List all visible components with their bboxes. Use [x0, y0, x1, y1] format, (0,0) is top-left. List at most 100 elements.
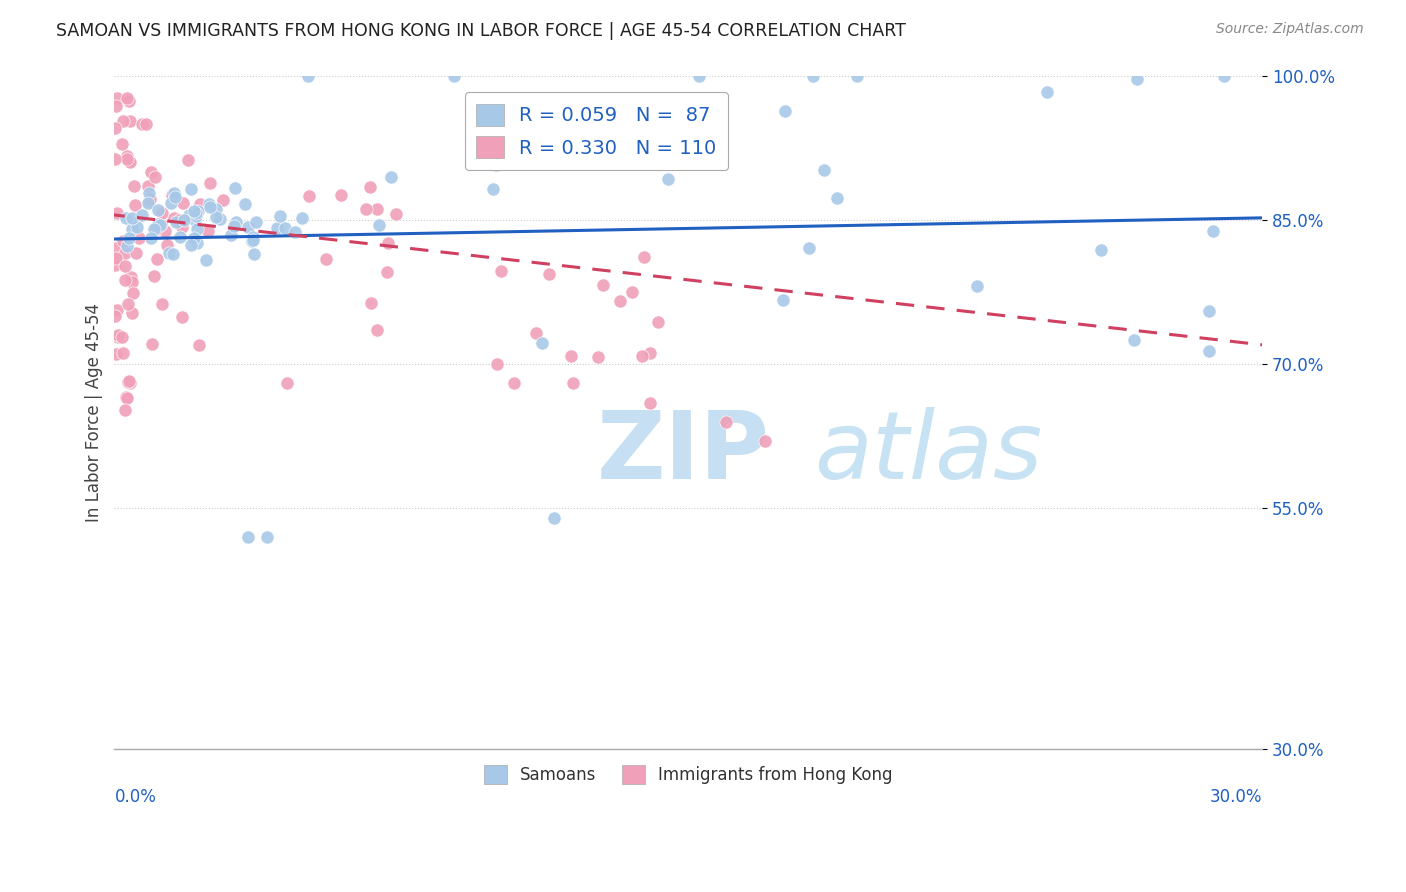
Point — [112, 113, 135, 128]
Point — [485, 157, 508, 171]
Point — [657, 172, 679, 186]
Point — [115, 91, 138, 105]
Point — [846, 69, 869, 83]
Point — [131, 208, 153, 222]
Point — [114, 245, 136, 260]
Point — [813, 162, 835, 177]
Point — [104, 310, 127, 324]
Point — [104, 240, 127, 254]
Point — [801, 69, 824, 83]
Point — [297, 189, 319, 203]
Point — [179, 207, 201, 221]
Point — [375, 265, 398, 279]
Point — [114, 403, 136, 417]
Point — [208, 211, 231, 226]
Point — [170, 219, 193, 234]
Point — [240, 234, 263, 248]
Point — [156, 237, 179, 252]
Point — [186, 236, 208, 251]
Point — [115, 149, 138, 163]
Point — [366, 323, 388, 337]
Point — [180, 182, 202, 196]
Point — [620, 285, 643, 299]
Point — [125, 220, 148, 235]
Point — [149, 218, 172, 232]
Point — [219, 228, 242, 243]
Point — [186, 221, 208, 235]
Point — [315, 252, 337, 266]
Point — [183, 203, 205, 218]
Point — [121, 275, 143, 289]
Point — [377, 236, 399, 251]
Point — [111, 346, 134, 360]
Point — [184, 212, 207, 227]
Point — [266, 221, 288, 235]
Point — [136, 196, 159, 211]
Point — [172, 310, 194, 325]
Point — [122, 286, 145, 301]
Point — [141, 337, 163, 351]
Point — [135, 117, 157, 131]
Point — [538, 267, 561, 281]
Point — [489, 264, 512, 278]
Point — [187, 204, 209, 219]
Point — [688, 69, 710, 83]
Point — [1122, 334, 1144, 348]
Point — [236, 219, 259, 234]
Point — [159, 195, 181, 210]
Point — [111, 136, 134, 151]
Point — [136, 178, 159, 193]
Point — [543, 511, 565, 525]
Point — [647, 314, 669, 328]
Point — [200, 200, 222, 214]
Point — [211, 193, 233, 207]
Point — [366, 202, 388, 217]
Point — [105, 91, 128, 105]
Point — [124, 198, 146, 212]
Point — [531, 335, 554, 350]
Point — [143, 169, 166, 184]
Point — [242, 230, 264, 244]
Point — [188, 196, 211, 211]
Point — [139, 192, 162, 206]
Point — [631, 349, 654, 363]
Point — [114, 259, 136, 273]
Point — [141, 164, 163, 178]
Point — [797, 241, 820, 255]
Point — [117, 375, 139, 389]
Point — [380, 170, 402, 185]
Point — [205, 202, 228, 216]
Point — [122, 178, 145, 193]
Point — [966, 278, 988, 293]
Point — [115, 392, 138, 406]
Point — [588, 350, 610, 364]
Point — [638, 395, 661, 409]
Point — [115, 239, 138, 253]
Point — [772, 293, 794, 307]
Point — [153, 224, 176, 238]
Point — [184, 209, 207, 223]
Point — [187, 338, 209, 352]
Point — [592, 278, 614, 293]
Point — [1198, 343, 1220, 358]
Point — [146, 218, 169, 232]
Point — [104, 347, 127, 361]
Point — [169, 230, 191, 244]
Point — [274, 220, 297, 235]
Point — [638, 346, 661, 360]
Point — [118, 376, 141, 391]
Point — [118, 375, 141, 389]
Point — [107, 328, 129, 343]
Point — [385, 207, 408, 221]
Point — [1212, 69, 1234, 83]
Point — [124, 246, 146, 260]
Point — [225, 215, 247, 229]
Point — [184, 205, 207, 219]
Point — [291, 211, 314, 226]
Point — [114, 211, 136, 226]
Point — [195, 252, 218, 267]
Point — [143, 268, 166, 283]
Point — [1202, 224, 1225, 238]
Point — [117, 296, 139, 310]
Point — [105, 303, 128, 318]
